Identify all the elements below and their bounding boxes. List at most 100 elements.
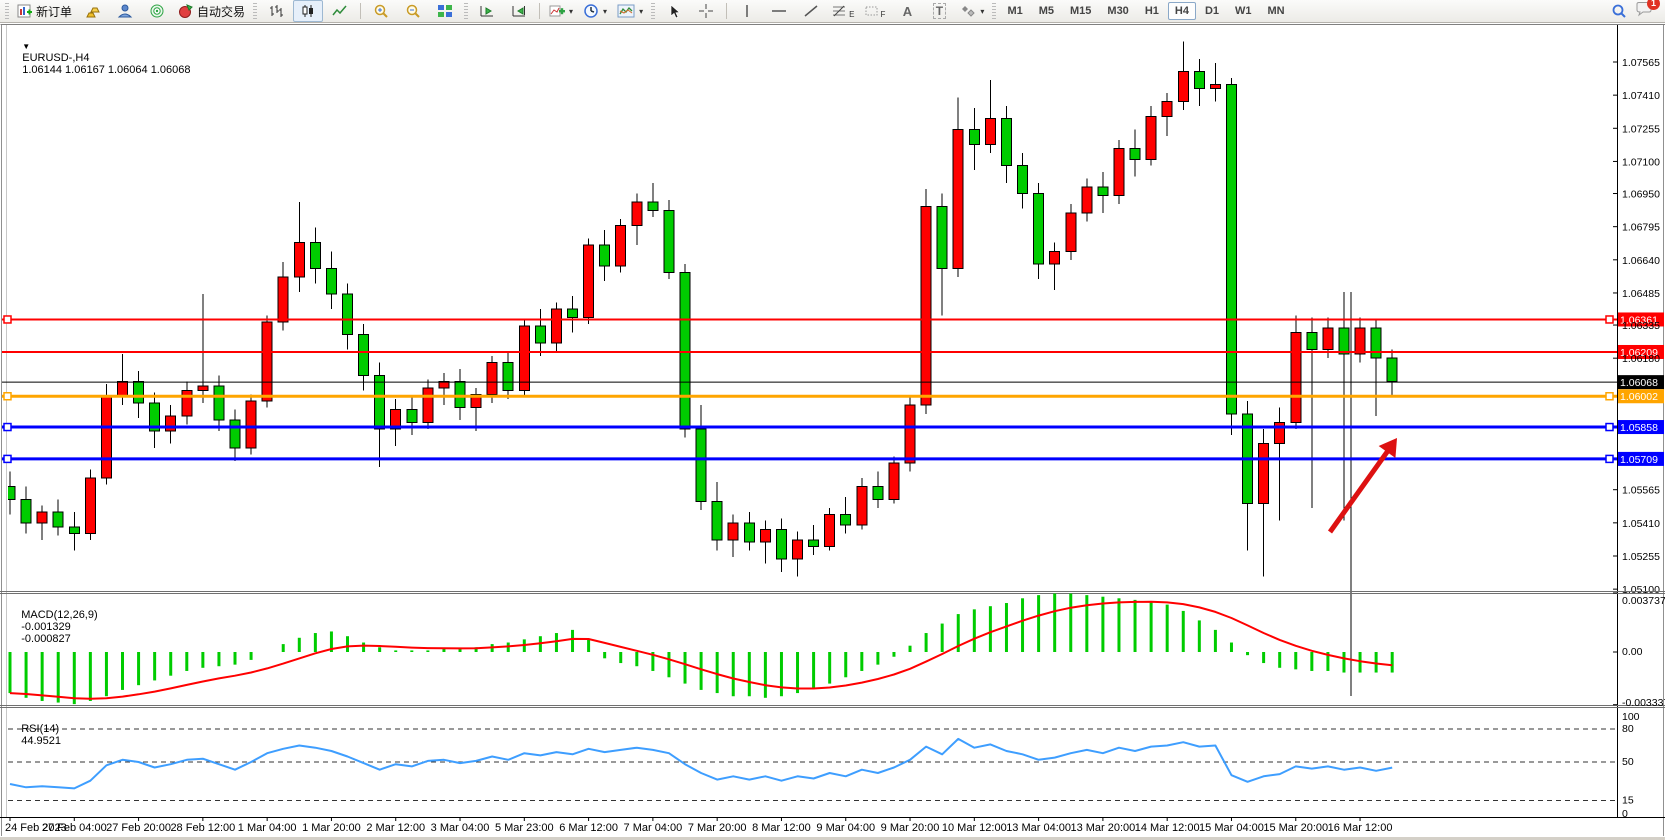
bar-chart-button[interactable] — [261, 0, 291, 22]
metaeditor-button[interactable] — [110, 0, 140, 22]
candle-body — [1209, 83, 1221, 90]
candle-body — [454, 381, 466, 408]
cursor-button[interactable] — [659, 0, 689, 22]
autotrading-button[interactable]: 自动交易 — [174, 0, 249, 22]
candle-body — [1113, 148, 1125, 197]
candle-body — [1354, 327, 1366, 355]
candle-body — [213, 385, 225, 421]
text-tool-button[interactable]: A — [892, 0, 922, 22]
line-anchor-handle[interactable] — [3, 391, 12, 401]
zoom-in-icon — [374, 4, 388, 18]
vertical-line-button[interactable] — [732, 0, 762, 22]
text-label-button[interactable]: T — [924, 0, 954, 22]
price-axis-label: 1.07565 — [1622, 57, 1660, 69]
line-anchor-handle[interactable] — [3, 454, 12, 464]
templates-button[interactable]: ▾ — [613, 0, 647, 22]
profile-icon — [117, 4, 133, 18]
shapes-button[interactable]: ▾ — [956, 0, 988, 22]
indicators-button[interactable]: ▾ — [545, 0, 577, 22]
candle-body — [1322, 327, 1334, 351]
auto-scroll-button[interactable] — [472, 0, 502, 22]
line-anchor-handle[interactable] — [1605, 391, 1614, 401]
chart-shift-button[interactable] — [504, 0, 534, 22]
line-chart-button[interactable] — [325, 0, 355, 22]
candle-body — [904, 404, 916, 464]
toolbar-grip[interactable] — [992, 3, 997, 19]
candle-body — [181, 389, 193, 417]
candle-body — [518, 325, 530, 391]
candle-body — [390, 409, 402, 430]
toolbar-grip[interactable] — [5, 3, 9, 19]
candle-body — [984, 118, 996, 145]
candle-body — [1274, 421, 1286, 445]
symbol-ohlc-values: 1.06144 1.06167 1.06064 1.06068 — [22, 64, 191, 76]
toolbar-grip[interactable] — [464, 3, 469, 19]
date-axis-label: 7 Mar 04:00 — [624, 822, 683, 834]
search-button[interactable] — [1604, 0, 1634, 22]
line-anchor-handle[interactable] — [1605, 315, 1614, 324]
candle-body — [663, 210, 675, 274]
rsi-name: RSI(14) — [21, 723, 60, 735]
new-order-label: 新订单 — [36, 4, 73, 19]
toolbar-grip[interactable] — [651, 3, 656, 19]
timeframe-button-M30[interactable]: M30 — [1107, 5, 1129, 17]
horizontal-line-button[interactable] — [764, 0, 794, 22]
date-axis-label: 9 Mar 04:00 — [816, 822, 875, 834]
line-anchor-handle[interactable] — [3, 422, 12, 432]
candle-body — [952, 128, 964, 269]
candle-body — [1386, 357, 1398, 383]
candle-body — [1306, 332, 1318, 351]
symbol-dropdown-icon[interactable]: ▼ — [22, 42, 31, 51]
candle-body — [1290, 332, 1302, 423]
timeframe-button-W1[interactable]: W1 — [1235, 5, 1252, 17]
candle-chart-button[interactable] — [293, 0, 324, 22]
market-button[interactable] — [78, 0, 108, 22]
date-axis-label: 1 Mar 20:00 — [302, 822, 361, 834]
toolbar-grip[interactable] — [253, 3, 258, 19]
timeframe-button-M5[interactable]: M5 — [1038, 5, 1054, 17]
candle-body — [422, 387, 434, 423]
signals-button[interactable] — [142, 0, 172, 22]
trendline-button[interactable] — [796, 0, 826, 22]
zoom-out-button[interactable] — [398, 0, 428, 22]
line-anchor-handle[interactable] — [1605, 422, 1614, 432]
arrow-object-head[interactable] — [1378, 438, 1397, 458]
candle-body — [1081, 186, 1093, 214]
timeframe-button-H1[interactable]: H1 — [1144, 5, 1159, 17]
horizontal-line-icon — [772, 10, 787, 12]
grid-tool-button[interactable]: F — [860, 0, 890, 22]
zoom-in-button[interactable] — [366, 0, 396, 22]
candle-body — [1049, 250, 1061, 265]
notifications-button[interactable]: 1 — [1635, 0, 1660, 22]
candle-body — [550, 308, 562, 344]
date-axis-label: 10 Mar 12:00 — [942, 822, 1007, 834]
line-anchor-handle[interactable] — [1605, 454, 1614, 464]
crosshair-button[interactable] — [691, 0, 721, 22]
candle-body — [775, 528, 787, 560]
arrow-object-shaft[interactable] — [1327, 446, 1393, 534]
date-axis-label: 15 Mar 20:00 — [1263, 822, 1328, 834]
line-anchor-handle[interactable] — [3, 315, 12, 324]
timeframe-button-D1[interactable]: D1 — [1204, 5, 1219, 17]
timeframe-button-M15[interactable]: M15 — [1070, 5, 1092, 17]
price-axis-label: 1.06485 — [1622, 288, 1660, 300]
date-axis-label: 15 Mar 04:00 — [1199, 822, 1264, 834]
date-axis-label: 3 Mar 04:00 — [431, 822, 490, 834]
candle-body — [502, 361, 514, 391]
tile-windows-button[interactable] — [430, 0, 460, 22]
date-axis-label: 1 Mar 04:00 — [238, 822, 297, 834]
fibonacci-button[interactable]: E — [828, 0, 858, 22]
candles-layer — [8, 41, 1398, 577]
timeframe-button-H4[interactable]: H4 — [1167, 2, 1196, 20]
autotrading-icon — [179, 4, 193, 18]
template-icon — [617, 4, 635, 18]
date-axis-label: 5 Mar 23:00 — [495, 822, 554, 834]
candle-body — [695, 428, 707, 502]
timeframe-button-M1[interactable]: M1 — [1007, 5, 1023, 17]
candle-body — [100, 396, 112, 479]
periods-button[interactable]: ▾ — [579, 0, 611, 22]
candle-body — [792, 539, 804, 560]
timeframe-button-MN[interactable]: MN — [1267, 5, 1285, 17]
new-order-button[interactable]: 新订单 — [13, 0, 76, 22]
